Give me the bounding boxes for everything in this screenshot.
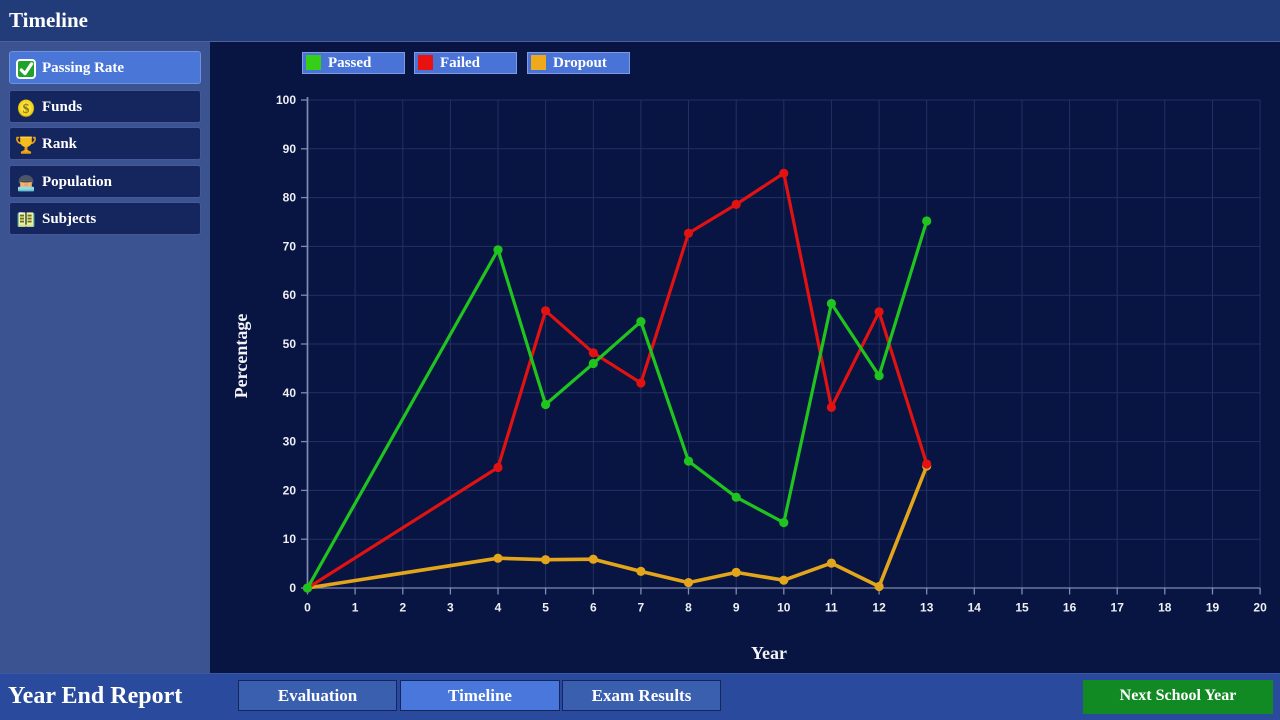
svg-text:10: 10 <box>283 532 297 546</box>
svg-text:0: 0 <box>304 601 311 615</box>
svg-text:6: 6 <box>590 601 597 615</box>
svg-text:Year: Year <box>751 643 787 663</box>
svg-text:8: 8 <box>685 601 692 615</box>
svg-text:5: 5 <box>542 601 549 615</box>
svg-text:15: 15 <box>1015 601 1029 615</box>
svg-text:0: 0 <box>289 581 296 595</box>
svg-text:17: 17 <box>1111 601 1125 615</box>
svg-text:Percentage: Percentage <box>231 314 251 399</box>
svg-text:13: 13 <box>920 601 934 615</box>
svg-text:12: 12 <box>872 601 886 615</box>
svg-text:70: 70 <box>283 239 297 253</box>
svg-text:$: $ <box>23 100 30 115</box>
svg-text:2: 2 <box>399 601 406 615</box>
svg-text:10: 10 <box>777 601 791 615</box>
svg-text:50: 50 <box>283 337 297 351</box>
svg-text:4: 4 <box>495 601 502 615</box>
svg-text:20: 20 <box>283 483 297 497</box>
svg-text:18: 18 <box>1158 601 1172 615</box>
svg-text:60: 60 <box>283 288 297 302</box>
svg-text:19: 19 <box>1206 601 1220 615</box>
svg-text:16: 16 <box>1063 601 1077 615</box>
svg-text:90: 90 <box>283 142 297 156</box>
svg-text:30: 30 <box>283 435 297 449</box>
svg-text:14: 14 <box>968 601 982 615</box>
svg-text:3: 3 <box>447 601 454 615</box>
svg-text:9: 9 <box>733 601 740 615</box>
svg-text:1: 1 <box>352 601 359 615</box>
svg-text:7: 7 <box>638 601 645 615</box>
svg-text:40: 40 <box>283 386 297 400</box>
svg-text:11: 11 <box>825 601 838 615</box>
svg-text:20: 20 <box>1253 601 1267 615</box>
svg-text:100: 100 <box>276 93 296 107</box>
svg-text:80: 80 <box>283 191 297 205</box>
